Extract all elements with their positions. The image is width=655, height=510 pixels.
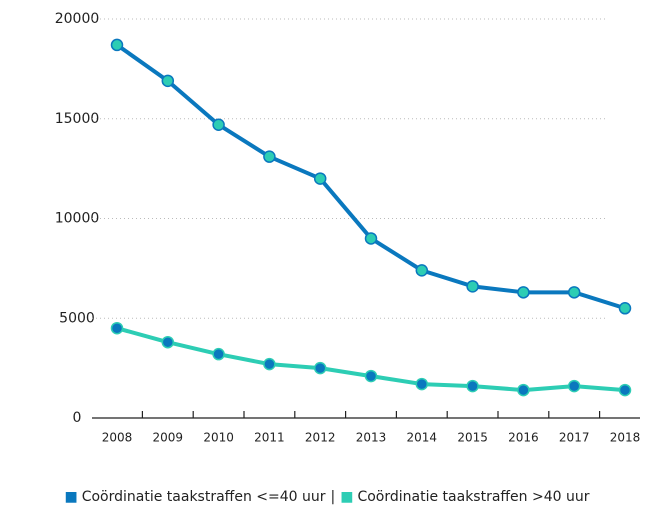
data-point (517, 383, 530, 397)
y-tick-label: 10000 (55, 211, 100, 227)
y-tick-label: 15000 (55, 111, 100, 127)
data-point (161, 335, 175, 349)
legend-swatch: ■ (340, 489, 353, 505)
data-point (567, 286, 581, 299)
data-point (313, 361, 327, 375)
data-point (263, 150, 276, 163)
data-point (364, 232, 378, 245)
x-tick-label: 2016 (508, 431, 539, 445)
data-point (110, 38, 124, 52)
legend-separator: | (331, 489, 336, 505)
data-point (364, 369, 378, 383)
data-point (161, 74, 175, 88)
x-tick-label: 2013 (356, 431, 387, 445)
series-line (115, 43, 626, 311)
data-point (567, 379, 581, 393)
x-tick-label: 2018 (610, 431, 641, 445)
data-point (212, 118, 225, 131)
legend-label: Coördinatie taakstraffen >40 uur (357, 489, 589, 505)
y-tick-label: 20000 (55, 11, 100, 27)
legend-swatch: ■ (64, 489, 77, 505)
x-tick-label: 2011 (254, 431, 285, 445)
data-point (466, 280, 479, 293)
data-point (313, 172, 327, 185)
legend: ■ Coördinatie taakstraffen <=40 uur | ■ Coör… (64, 489, 589, 505)
data-point (415, 377, 429, 391)
data-point (618, 302, 632, 315)
x-tick-label: 2008 (102, 431, 133, 445)
data-point (466, 379, 479, 393)
data-point (618, 383, 632, 397)
x-tick-label: 2012 (305, 431, 336, 445)
x-tick-label: 2009 (153, 431, 184, 445)
legend-label: Coördinatie taakstraffen <=40 uur (82, 489, 326, 505)
data-point (212, 347, 225, 361)
x-tick-label: 2014 (407, 431, 438, 445)
data-point (517, 286, 530, 299)
y-tick-label: 5000 (59, 310, 95, 326)
x-tick-label: 2017 (559, 431, 590, 445)
y-tick-label: 0 (73, 410, 82, 426)
x-tick-label: 2015 (457, 431, 488, 445)
data-point (263, 357, 276, 371)
data-point (415, 264, 429, 277)
data-point (110, 321, 124, 335)
x-tick-label: 2010 (203, 431, 234, 445)
